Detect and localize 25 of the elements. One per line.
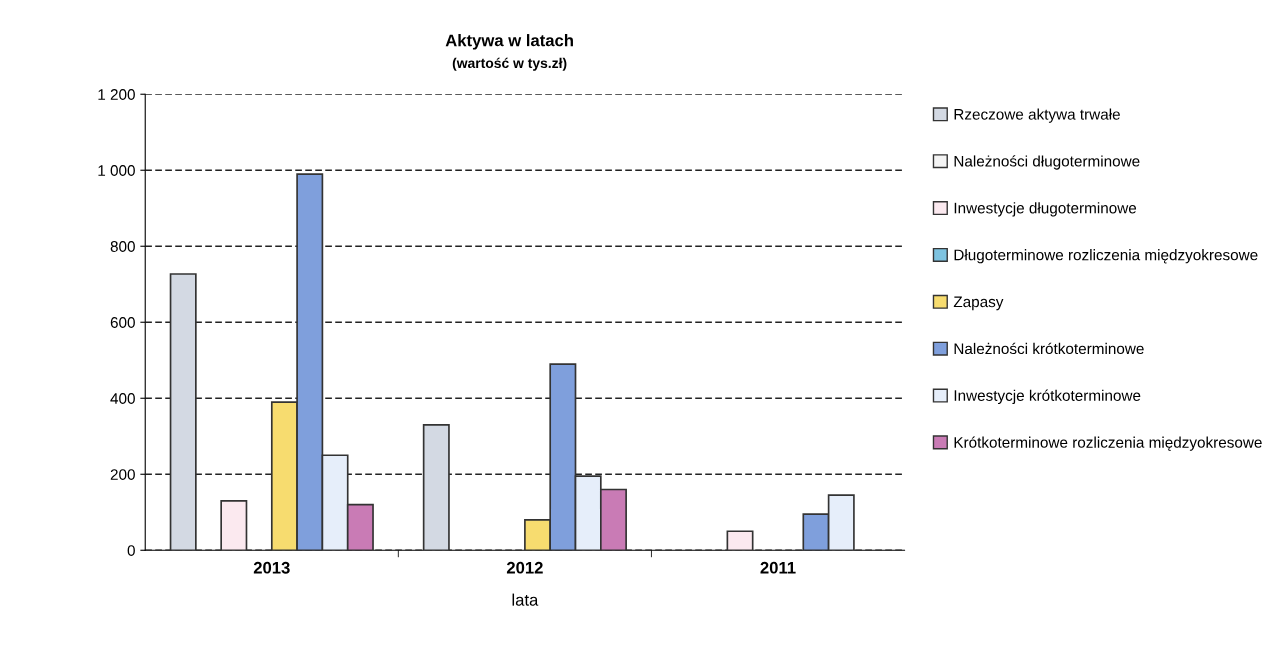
y-tick-label: 200 — [110, 469, 135, 480]
x-axis-title: lata — [512, 593, 539, 606]
x-tick-label: 2012 — [506, 561, 543, 574]
legend-label: Należności długoterminowe — [954, 155, 1140, 170]
legend-label: Inwestycje długoterminowe — [954, 202, 1137, 217]
legend-label: Inwestycje krótkoterminowe — [954, 389, 1141, 404]
x-tick-label: 2013 — [253, 561, 290, 574]
y-tick-label: 1 000 — [98, 165, 135, 176]
y-tick-label: 0 — [127, 545, 135, 556]
chart-title: Aktywa w latach — [445, 34, 573, 50]
bar — [169, 273, 197, 551]
y-tick-label: 600 — [110, 317, 135, 328]
chart-subtitle: (wartość w tys.zł) — [452, 57, 567, 71]
legend-label: Długoterminowe rozliczenia międzyokresowe — [954, 249, 1258, 264]
x-tick-label: 2011 — [760, 561, 796, 574]
bar — [726, 530, 754, 551]
bar — [422, 424, 450, 551]
legend-label: Należności krótkoterminowe — [954, 342, 1144, 355]
y-tick-label: 400 — [110, 393, 135, 404]
bar — [220, 500, 248, 551]
y-tick-label: 1 200 — [98, 89, 135, 100]
legend-label: Zapasy — [953, 296, 1004, 311]
y-tick-label: 800 — [110, 241, 135, 252]
legend-label: Krótkoterminowe rozliczenia międzyokresowe — [954, 436, 1262, 451]
legend-label: Rzeczowe aktywa trwałe — [954, 108, 1120, 123]
